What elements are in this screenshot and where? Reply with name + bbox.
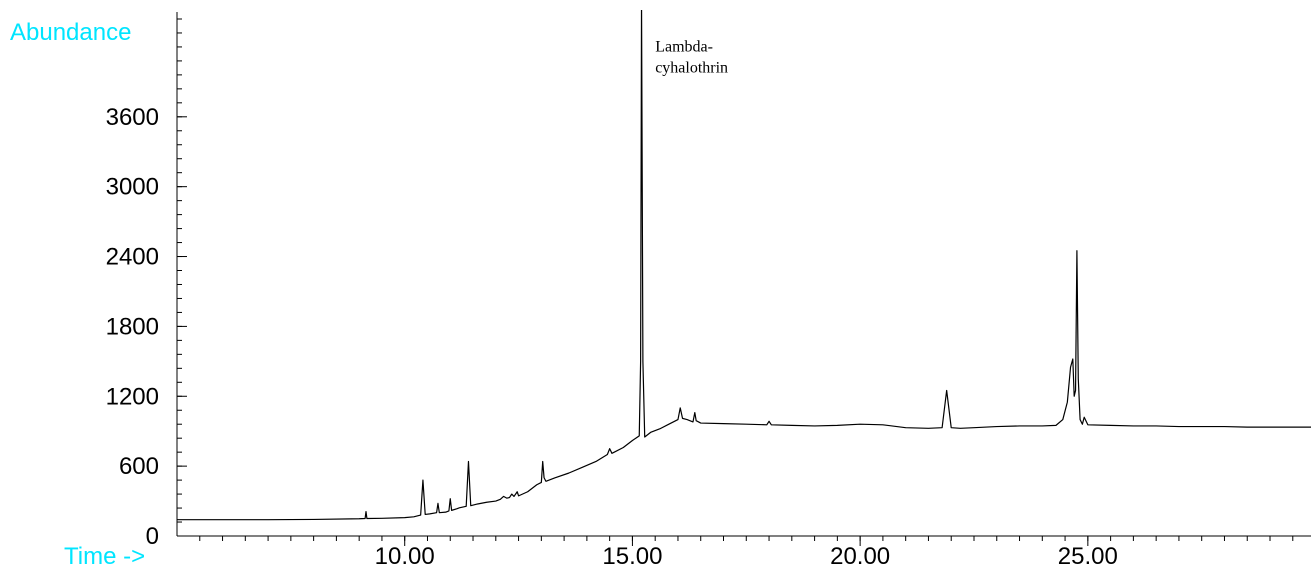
annotation-line: cyhalothrin: [655, 60, 728, 77]
y-tick-label: 3000: [106, 174, 159, 201]
y-axis-ticks: 0 600 1200 1800 2400 3000 3600: [106, 18, 187, 550]
peak-annotation: Lambda-cyhalothrin: [655, 39, 728, 77]
series-group: [177, 10, 1311, 521]
x-tick-label: 25.00: [1058, 543, 1118, 570]
y-axis-label: Abundance: [10, 19, 131, 46]
annotation-line: Lambda-: [655, 39, 713, 56]
series-line-0: [177, 10, 1311, 521]
axes: [176, 12, 1311, 537]
x-axis-label: Time ->: [64, 543, 145, 570]
x-tick-label: 15.00: [602, 543, 662, 570]
x-tick-label: 20.00: [830, 543, 890, 570]
y-tick-label: 600: [119, 453, 159, 480]
x-axis-ticks: 10.00 15.00 20.00 25.00: [199, 536, 1294, 570]
y-tick-label: 3600: [106, 104, 159, 131]
x-tick-label: 10.00: [375, 543, 435, 570]
y-tick-label: 1200: [106, 383, 159, 410]
y-tick-label: 2400: [106, 244, 159, 271]
y-tick-label: 1800: [106, 313, 159, 340]
y-tick-label: 0: [146, 523, 159, 550]
